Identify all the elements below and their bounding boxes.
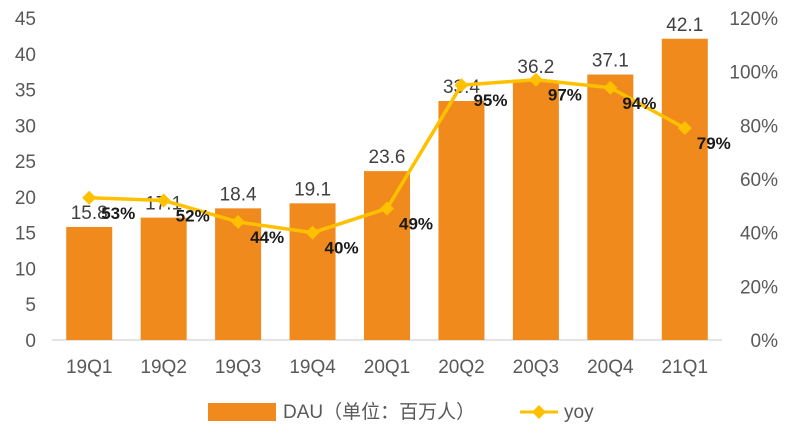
yoy-value-label: 53% bbox=[101, 204, 135, 223]
category-label: 19Q3 bbox=[215, 357, 261, 378]
category-label: 20Q1 bbox=[364, 357, 410, 378]
yoy-value-label: 40% bbox=[325, 239, 359, 258]
yoy-point bbox=[82, 190, 97, 205]
dau-value-label: 23.6 bbox=[369, 147, 406, 168]
dau-bar bbox=[438, 101, 485, 340]
legend-label-yoy: yoy bbox=[564, 402, 594, 423]
yoy-point bbox=[528, 72, 543, 87]
yoy-point bbox=[305, 225, 320, 240]
yoy-line-layer bbox=[82, 72, 692, 240]
left-tick-label: 40 bbox=[15, 45, 36, 66]
dau-bar bbox=[364, 171, 410, 340]
dau-value-label: 37.1 bbox=[592, 51, 629, 72]
left-tick-label: 30 bbox=[15, 116, 36, 137]
right-axis: 0% 20% 40% 60% 80% 100% 120% bbox=[729, 9, 778, 352]
category-label: 21Q1 bbox=[662, 357, 708, 378]
dau-bar bbox=[587, 74, 634, 340]
left-tick-label: 25 bbox=[15, 152, 36, 173]
category-label: 19Q2 bbox=[140, 357, 186, 378]
dau-value-label: 36.2 bbox=[517, 57, 554, 78]
dau-bar bbox=[66, 226, 113, 340]
right-tick-label: 40% bbox=[740, 224, 778, 245]
left-tick-label: 20 bbox=[15, 188, 36, 209]
yoy-point bbox=[454, 78, 469, 93]
legend-label-dau: DAU（单位：百万人） bbox=[283, 401, 475, 423]
right-tick-label: 20% bbox=[740, 277, 778, 298]
legend-marker-yoy bbox=[532, 405, 546, 419]
dau-bar bbox=[512, 80, 559, 341]
dau-bar bbox=[140, 217, 187, 340]
right-tick-label: 100% bbox=[729, 63, 778, 84]
left-tick-label: 15 bbox=[15, 224, 36, 245]
dau-bar bbox=[661, 38, 708, 341]
x-axis: 19Q1 19Q2 19Q3 19Q4 20Q1 20Q2 20Q3 20Q4 21Q1 bbox=[66, 357, 708, 378]
yoy-labels: 53% 52% 44% 40% 49% 95% 97% 94% 79% bbox=[101, 86, 731, 258]
yoy-value-label: 94% bbox=[622, 94, 656, 113]
yoy-value-label: 49% bbox=[399, 215, 433, 234]
left-axis: 0 5 10 15 20 25 30 35 40 45 bbox=[15, 9, 36, 352]
left-tick-label: 35 bbox=[15, 81, 36, 102]
dau-bar bbox=[289, 203, 336, 340]
yoy-value-label: 97% bbox=[548, 86, 582, 105]
legend-swatch-dau bbox=[208, 403, 276, 421]
yoy-point bbox=[231, 214, 246, 229]
dau-value-label: 19.1 bbox=[294, 179, 331, 200]
category-label: 20Q3 bbox=[513, 357, 559, 378]
yoy-point bbox=[380, 201, 394, 216]
left-tick-label: 45 bbox=[15, 9, 36, 30]
yoy-value-label: 52% bbox=[176, 206, 210, 225]
dau-value-label: 15.8 bbox=[71, 203, 108, 224]
right-tick-label: 60% bbox=[740, 170, 778, 191]
left-tick-label: 10 bbox=[15, 259, 36, 280]
yoy-point bbox=[603, 80, 618, 95]
yoy-value-label: 95% bbox=[473, 91, 507, 110]
category-label: 20Q4 bbox=[587, 357, 634, 378]
yoy-point bbox=[156, 193, 171, 208]
dau-value-label: 18.4 bbox=[220, 184, 257, 205]
legend: DAU（单位：百万人） yoy bbox=[208, 401, 594, 423]
category-label: 19Q1 bbox=[66, 357, 112, 378]
category-label: 19Q4 bbox=[289, 357, 336, 378]
yoy-value-label: 79% bbox=[697, 134, 731, 153]
left-tick-label: 0 bbox=[25, 331, 36, 352]
right-tick-label: 80% bbox=[740, 116, 778, 137]
category-label: 20Q2 bbox=[438, 357, 484, 378]
left-tick-label: 5 bbox=[25, 295, 36, 316]
dau-bar bbox=[215, 208, 262, 340]
yoy-value-label: 44% bbox=[250, 228, 284, 247]
dau-value-label: 42.1 bbox=[666, 15, 703, 36]
yoy-point bbox=[677, 121, 692, 136]
right-tick-label: 0% bbox=[751, 331, 779, 352]
right-tick-label: 120% bbox=[729, 9, 778, 30]
